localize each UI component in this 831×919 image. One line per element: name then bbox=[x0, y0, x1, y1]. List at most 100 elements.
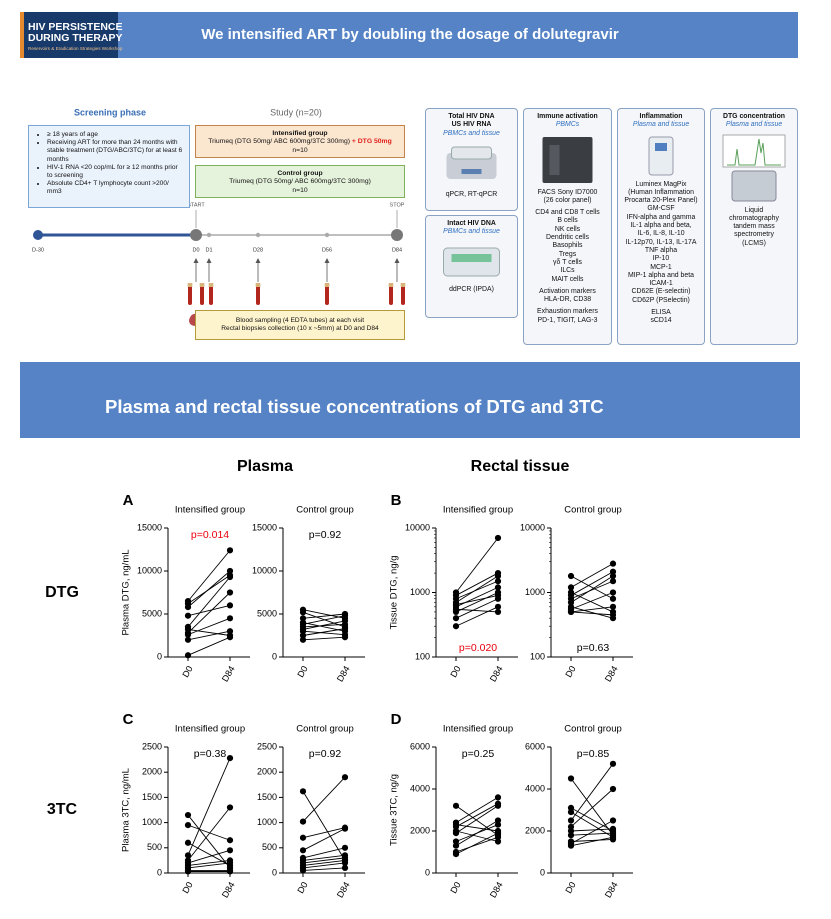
data-point bbox=[567, 832, 575, 839]
arrow-head bbox=[193, 258, 199, 263]
blood-tube bbox=[256, 285, 260, 305]
screening-box: ≥ 18 years of ageReceiving ART for more … bbox=[28, 125, 190, 208]
y-tick-label: 0 bbox=[272, 651, 277, 661]
blood-tube bbox=[389, 285, 393, 305]
series-line bbox=[455, 805, 499, 834]
series-line bbox=[455, 606, 499, 627]
series-line bbox=[570, 820, 614, 844]
logo-bg bbox=[20, 12, 118, 58]
series-line bbox=[570, 571, 614, 596]
blood-tube bbox=[209, 285, 213, 305]
study-title: Study (n=20) bbox=[270, 107, 322, 117]
assay-item: ddPCR (IPDA) bbox=[449, 285, 494, 293]
panel-letter: B bbox=[391, 492, 402, 509]
assay-panel: Total HIV DNA US HIV RNA PBMCs and tissue q… bbox=[425, 108, 518, 211]
assay-group: ddPCR (IPDA) bbox=[426, 286, 517, 294]
assay-item: IFN-alpha and gamma bbox=[626, 213, 696, 221]
timeline-day: D1 bbox=[205, 247, 212, 253]
data-point bbox=[184, 612, 192, 619]
logo-strip bbox=[20, 12, 24, 58]
series-line bbox=[187, 617, 231, 636]
banner bbox=[20, 12, 798, 58]
icon-body bbox=[648, 136, 674, 176]
series-line bbox=[570, 592, 614, 610]
data-point bbox=[341, 859, 349, 867]
data-point bbox=[226, 868, 234, 875]
series-line bbox=[455, 580, 499, 600]
y-tick-label: 0 bbox=[272, 867, 277, 877]
series-line bbox=[570, 606, 614, 613]
assay-item: ELISA bbox=[651, 309, 671, 317]
data-point bbox=[452, 802, 460, 809]
assay-item: IL-12p70, IL-13, IL-17A bbox=[625, 238, 697, 246]
series-line bbox=[302, 827, 346, 839]
blood-tube bbox=[325, 285, 329, 305]
data-point bbox=[494, 572, 502, 580]
logo-text: HIV PERSISTENCE bbox=[28, 21, 123, 33]
data-point bbox=[494, 603, 502, 610]
data-point bbox=[494, 578, 502, 585]
data-point bbox=[609, 568, 617, 575]
chart-title: Control group bbox=[564, 505, 622, 516]
tube-cap bbox=[208, 283, 214, 287]
timeline-dot bbox=[206, 232, 212, 238]
assay-group: Liquid chromatography tandem mass spectrome… bbox=[711, 207, 797, 248]
icon-peaks bbox=[727, 138, 781, 166]
assay-panel: Immune activation PBMCs FACS Sony ID7000 (2… bbox=[523, 108, 612, 345]
row-header: 3TC bbox=[47, 801, 78, 818]
series-line bbox=[570, 828, 614, 832]
assay-item: sCD14 bbox=[650, 317, 672, 325]
series-line bbox=[187, 576, 231, 628]
y-tick-label: 1000 bbox=[525, 587, 545, 597]
criteria-list: ≥ 18 years of ageReceiving ART for more … bbox=[33, 131, 185, 197]
series-line bbox=[187, 849, 231, 864]
data-point bbox=[609, 760, 617, 767]
timeline-day: D28 bbox=[253, 247, 263, 253]
data-point bbox=[452, 851, 460, 858]
y-tick-label: 1500 bbox=[257, 792, 277, 802]
y-tick-label: 2500 bbox=[257, 741, 277, 751]
data-point bbox=[609, 603, 617, 610]
data-point bbox=[299, 788, 307, 795]
data-point bbox=[226, 589, 234, 596]
x-tick-label: D0 bbox=[563, 880, 577, 895]
series-line bbox=[455, 797, 499, 823]
assay-item: MIP-1 alpha and beta bbox=[628, 271, 694, 279]
data-point bbox=[341, 825, 349, 832]
y-tick-label: 10000 bbox=[252, 565, 277, 575]
assay-item: Basophils bbox=[552, 242, 583, 250]
criterion: Receiving ART for more than 24 months wi… bbox=[47, 139, 185, 164]
data-point bbox=[567, 608, 575, 616]
sampling-line: Blood sampling (4 EDTA tubes) at each vi… bbox=[235, 317, 365, 324]
assay-item: GM-CSF bbox=[647, 205, 675, 213]
timeline-day: D56 bbox=[322, 247, 332, 253]
data-point bbox=[341, 864, 349, 872]
group-regimen: Triumeq (DTG 50mg/ ABC 600mg/3TC 300mg) … bbox=[196, 138, 404, 146]
assay-panel: Inflammation Plasma and tissue Luminex Mag… bbox=[617, 108, 705, 345]
series-line bbox=[570, 836, 614, 847]
icon-panel bbox=[549, 144, 560, 175]
assay-panel: Intact HIV DNA PBMCs and tissue ddPCR (IPD… bbox=[425, 215, 518, 318]
assay-item: (26 color panel) bbox=[543, 196, 592, 204]
data-point bbox=[226, 837, 234, 844]
y-tick-label: 4000 bbox=[525, 783, 545, 793]
data-point bbox=[341, 844, 349, 851]
assay-title: Intact HIV DNA bbox=[447, 220, 496, 227]
data-point bbox=[452, 615, 460, 622]
data-point bbox=[341, 617, 349, 624]
x-tick-label: D0 bbox=[563, 664, 577, 679]
assay-icon bbox=[443, 247, 500, 277]
chart-title: Intensified group bbox=[443, 505, 513, 516]
assay-group: ELISA sCD14 bbox=[618, 309, 704, 326]
assay-item: Liquid bbox=[744, 206, 764, 214]
tube-cap bbox=[199, 283, 205, 287]
series-line bbox=[302, 847, 346, 859]
data-point bbox=[184, 811, 192, 819]
assay-item: CD62P (PSelectin) bbox=[632, 296, 690, 304]
y-tick-label: 1500 bbox=[142, 792, 162, 802]
data-point bbox=[609, 578, 617, 585]
series-line bbox=[455, 537, 499, 593]
arrow-head bbox=[324, 258, 330, 263]
timeline-day: D-30 bbox=[32, 247, 44, 253]
